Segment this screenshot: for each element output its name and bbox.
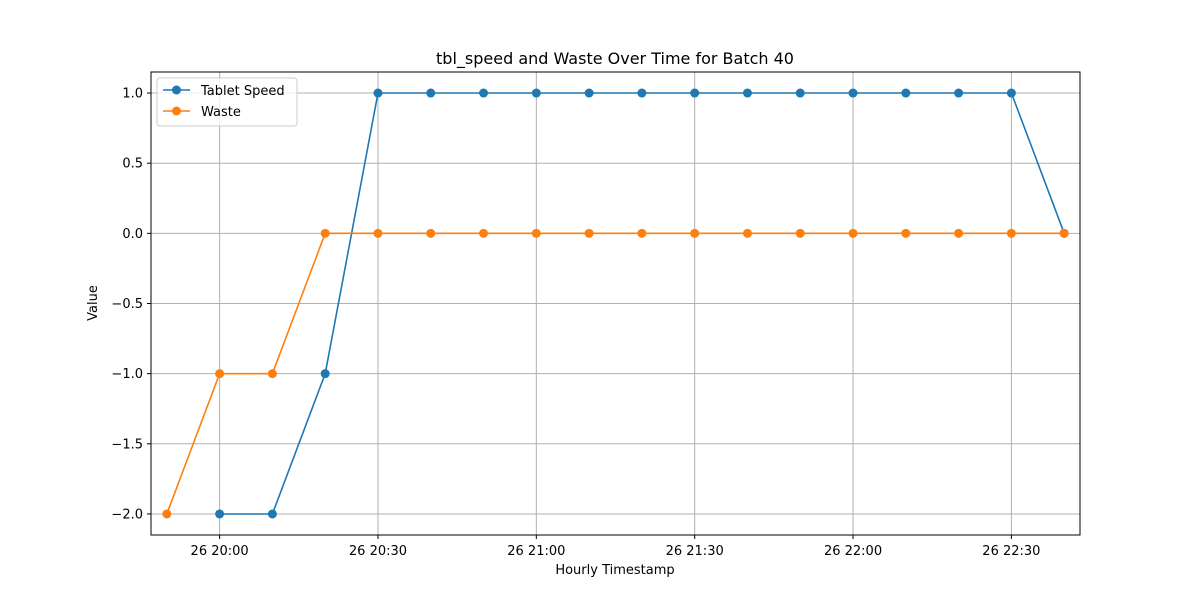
- data-point-tablet-speed: [531, 88, 541, 98]
- data-point-waste: [479, 228, 489, 238]
- y-tick-label: 0.0: [122, 227, 143, 242]
- data-point-waste: [584, 228, 594, 238]
- data-point-waste: [215, 369, 225, 379]
- data-point-waste: [901, 228, 911, 238]
- data-point-waste: [954, 228, 964, 238]
- series-line-waste: [166, 232, 1065, 515]
- data-point-waste: [742, 228, 752, 238]
- data-point-tablet-speed: [320, 369, 330, 379]
- x-axis-label: Hourly Timestamp: [555, 563, 674, 578]
- y-tick-label: 0.5: [122, 157, 143, 172]
- legend-label-tablet-speed: Tablet Speed: [200, 84, 285, 99]
- y-tick-label: −0.5: [111, 297, 143, 312]
- data-point-tablet-speed: [901, 88, 911, 98]
- data-point-waste: [267, 369, 277, 379]
- data-point-tablet-speed: [479, 88, 489, 98]
- y-axis: −2.0 −1.5 −1.0 −0.5 0.0 0.5 1.0: [111, 87, 151, 522]
- data-point-waste: [848, 228, 858, 238]
- x-axis: 26 20:00 26 20:30 26 21:00 26 21:30 26 22:00…: [191, 535, 1040, 559]
- data-point-waste: [320, 228, 330, 238]
- series-layer: [162, 88, 1069, 519]
- data-point-tablet-speed: [954, 88, 964, 98]
- data-point-waste: [637, 228, 647, 238]
- x-tick-label: 26 21:00: [507, 544, 565, 559]
- data-point-tablet-speed: [373, 88, 383, 98]
- chart-title: tbl_speed and Waste Over Time for Batch …: [436, 49, 794, 69]
- legend: Tablet Speed Waste: [156, 77, 298, 127]
- data-point-waste: [1006, 228, 1016, 238]
- y-tick-label: −1.0: [111, 367, 143, 382]
- legend-marker-waste: [172, 106, 181, 116]
- data-point-tablet-speed: [742, 88, 752, 98]
- y-axis-label: Value: [86, 285, 101, 321]
- data-point-waste: [162, 509, 172, 519]
- data-point-tablet-speed: [267, 509, 277, 519]
- x-tick-label: 26 20:30: [349, 544, 407, 559]
- data-point-waste: [795, 228, 805, 238]
- data-point-tablet-speed: [426, 88, 436, 98]
- data-point-tablet-speed: [584, 88, 594, 98]
- data-point-tablet-speed: [637, 88, 647, 98]
- data-point-tablet-speed: [690, 88, 700, 98]
- legend-marker-tablet-speed: [172, 85, 181, 95]
- x-tick-label: 26 22:30: [982, 544, 1040, 559]
- data-point-waste: [373, 228, 383, 238]
- legend-box: [156, 77, 298, 127]
- legend-label-waste: Waste: [201, 105, 241, 120]
- data-point-waste: [690, 228, 700, 238]
- x-tick-label: 26 21:30: [666, 544, 724, 559]
- data-point-tablet-speed: [1006, 88, 1016, 98]
- data-point-tablet-speed: [215, 509, 225, 519]
- data-point-tablet-speed: [848, 88, 858, 98]
- data-point-waste: [531, 228, 541, 238]
- y-tick-label: 1.0: [122, 87, 143, 102]
- data-point-tablet-speed: [795, 88, 805, 98]
- y-tick-label: −2.0: [111, 507, 143, 522]
- x-tick-label: 26 20:00: [191, 544, 249, 559]
- data-point-waste: [1059, 228, 1069, 238]
- x-tick-label: 26 22:00: [824, 544, 882, 559]
- y-tick-label: −1.5: [111, 437, 143, 452]
- data-point-waste: [426, 228, 436, 238]
